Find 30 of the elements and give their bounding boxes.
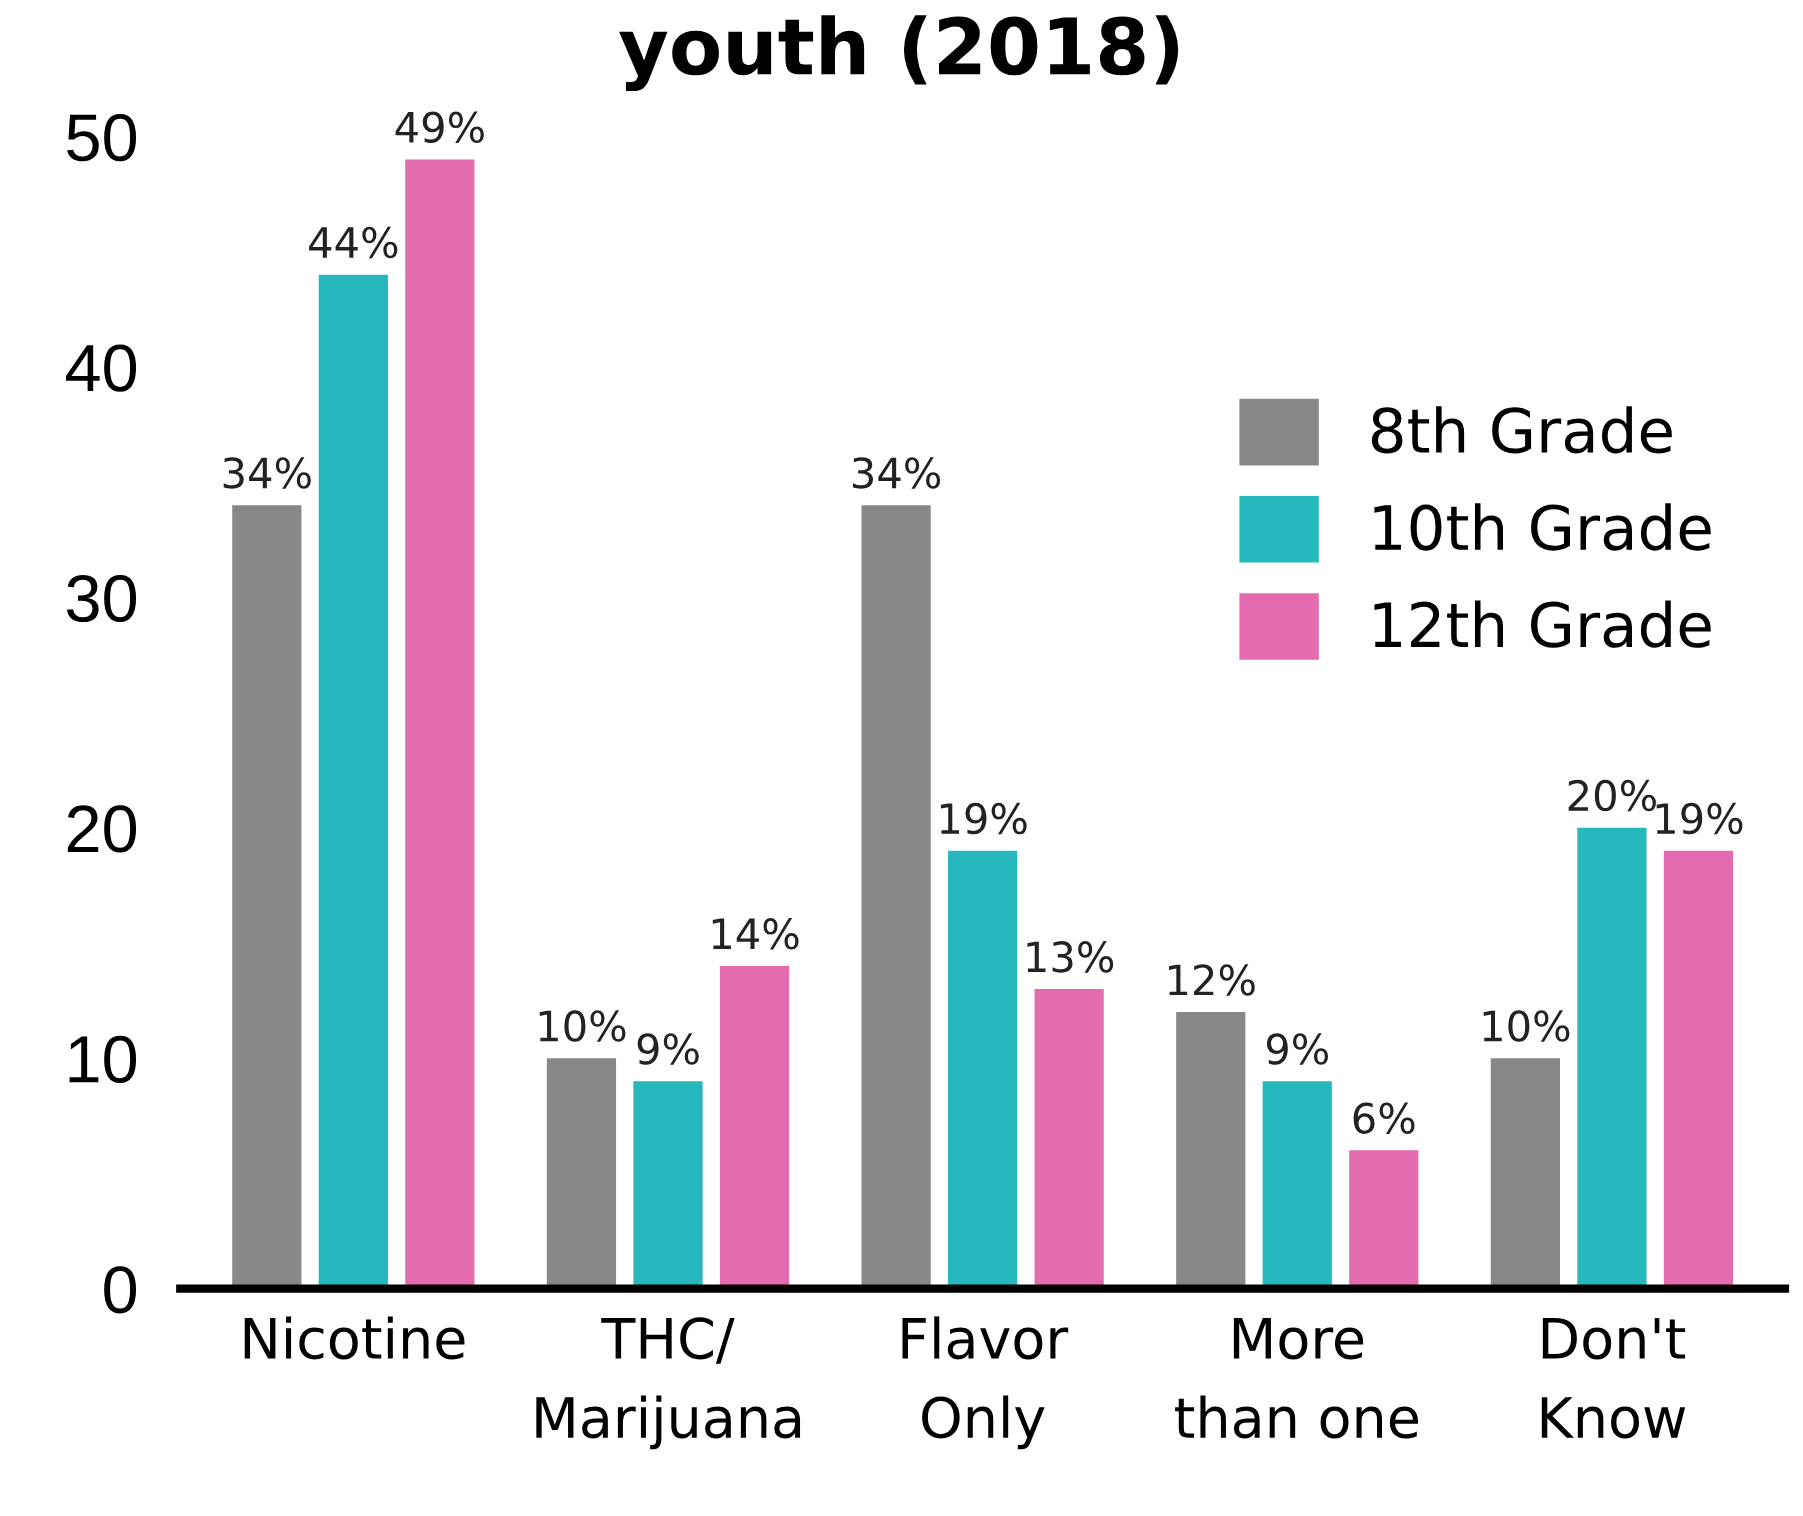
data-label: 19%: [1656, 802, 1743, 835]
x-tick-label: More than one: [1175, 1318, 1418, 1439]
data-label: 12%: [1169, 964, 1255, 996]
legend-label: 10th Grade: [1374, 503, 1711, 551]
data-label: 14%: [712, 918, 799, 950]
y-tick-label: 40: [66, 344, 137, 392]
data-label: 34%: [223, 457, 311, 489]
x-tick-label: Don't Know: [1541, 1318, 1686, 1439]
y-tick-label: 30: [67, 574, 137, 623]
data-label: 44%: [309, 226, 398, 259]
y-tick-label: 50: [67, 114, 137, 162]
y-tick-label: 10: [69, 1035, 137, 1083]
data-label: 10%: [1483, 1010, 1570, 1042]
data-label: 9%: [637, 1033, 699, 1065]
data-label: 20%: [1568, 779, 1656, 812]
chart-title: youth (2018): [619, 15, 1179, 92]
legend-label: 12th Grade: [1374, 600, 1711, 648]
data-label: 13%: [1027, 941, 1114, 973]
data-label: 34%: [852, 457, 941, 489]
data-label: 6%: [1353, 1102, 1415, 1134]
data-label: 49%: [395, 111, 484, 144]
data-label: 9%: [1266, 1033, 1329, 1065]
x-tick-label: THC/ Marijuana: [536, 1317, 801, 1450]
data-label: 19%: [940, 802, 1027, 835]
y-tick-label: 20: [67, 805, 137, 853]
legend-label: 8th Grade: [1371, 406, 1672, 454]
data-label: 10%: [539, 1010, 626, 1042]
x-tick-label: Nicotine: [244, 1316, 465, 1360]
x-tick-label: Flavor Only: [902, 1316, 1069, 1450]
y-tick-label: 0: [104, 1266, 137, 1314]
